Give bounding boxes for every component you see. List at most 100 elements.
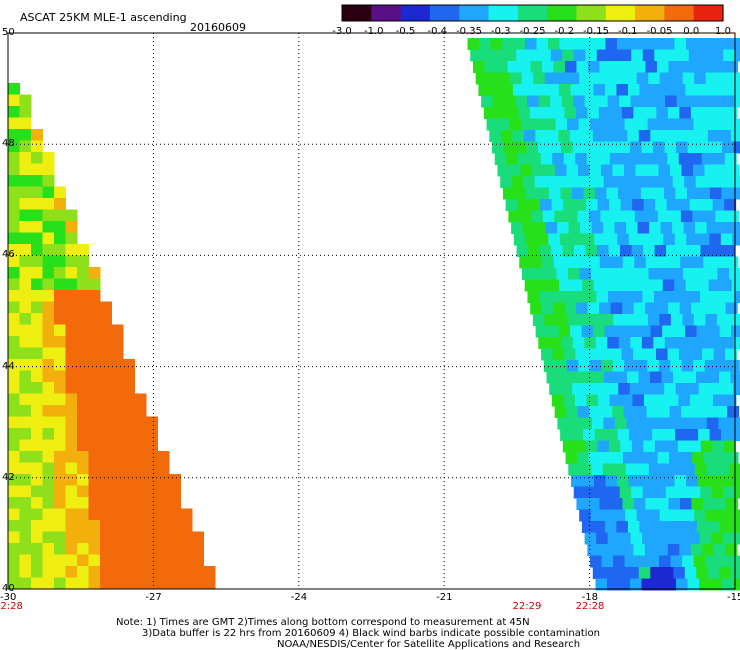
swath-cell bbox=[111, 324, 124, 337]
swath-cell bbox=[728, 555, 740, 568]
swath-cell bbox=[676, 578, 689, 591]
swath-cell bbox=[709, 429, 722, 441]
swath-cell bbox=[134, 566, 147, 578]
swath-cell bbox=[169, 485, 181, 498]
note-line-2: 3)Data buffer is 22 hrs from 20160609 4)… bbox=[142, 628, 600, 639]
swath-cell bbox=[529, 153, 542, 165]
swath-cell bbox=[630, 291, 643, 303]
swath-cell bbox=[42, 543, 55, 555]
swath-cell bbox=[705, 509, 718, 522]
swath-cell bbox=[146, 474, 158, 486]
swath-cell bbox=[602, 463, 615, 476]
swath-cell bbox=[607, 291, 620, 303]
swath-cell bbox=[8, 221, 20, 233]
swath-cell bbox=[670, 314, 683, 326]
swath-cell bbox=[657, 452, 670, 464]
swath-cell bbox=[570, 84, 583, 96]
swath-cell bbox=[77, 416, 89, 429]
swath-cell bbox=[203, 577, 216, 590]
swath-cell bbox=[604, 325, 617, 338]
swath-cell bbox=[643, 199, 656, 211]
swath-cell bbox=[679, 348, 692, 361]
swath-cell bbox=[630, 578, 643, 591]
swath-cell bbox=[42, 462, 55, 475]
swath-cell bbox=[146, 531, 158, 544]
swath-cell bbox=[8, 232, 20, 245]
swath-cell bbox=[606, 429, 619, 441]
swath-cell bbox=[8, 370, 20, 383]
swath-cell bbox=[541, 302, 554, 315]
swath-cell bbox=[549, 383, 562, 395]
swath-cell bbox=[561, 291, 574, 303]
swath-cell bbox=[721, 429, 734, 441]
swath-cell bbox=[702, 348, 715, 361]
swath-cell bbox=[705, 118, 718, 131]
swath-cell bbox=[710, 578, 723, 591]
swath-cell bbox=[579, 268, 592, 280]
swath-cell bbox=[490, 38, 503, 50]
swath-cell bbox=[676, 337, 689, 349]
swath-cell bbox=[661, 371, 674, 384]
swath-cell bbox=[581, 130, 594, 142]
swath-cell bbox=[19, 462, 32, 475]
swath-cell bbox=[504, 49, 517, 62]
swath-cell bbox=[31, 497, 43, 509]
swath-cell bbox=[733, 578, 740, 591]
swath-cell bbox=[19, 566, 32, 578]
swath-cell bbox=[42, 175, 55, 187]
swath-cell bbox=[679, 107, 692, 119]
lon-tick-label: -27 bbox=[145, 592, 162, 603]
swath-cell bbox=[732, 38, 740, 50]
lon-tick-label: -15 bbox=[727, 592, 740, 603]
swath-cell bbox=[77, 359, 89, 371]
swath-cell bbox=[551, 394, 564, 407]
swath-cell bbox=[8, 531, 20, 544]
swath-cell bbox=[618, 578, 631, 591]
swath-cell bbox=[592, 567, 605, 579]
swath-cell bbox=[724, 153, 737, 165]
swath-cell bbox=[65, 531, 78, 544]
colorbar-tick-label: -0.2 bbox=[554, 26, 574, 37]
swath-cell bbox=[123, 451, 135, 463]
swath-cell bbox=[630, 141, 643, 154]
swath-cell bbox=[708, 279, 721, 292]
swath-cell bbox=[633, 61, 646, 73]
swath-cell bbox=[654, 440, 667, 453]
swath-cell bbox=[77, 382, 89, 394]
swath-cell bbox=[700, 245, 713, 257]
swath-cell bbox=[42, 428, 55, 440]
swath-cell bbox=[626, 417, 639, 430]
swath-cell bbox=[712, 440, 725, 453]
swath-cell bbox=[684, 130, 697, 142]
swath-cell bbox=[519, 256, 532, 269]
swath-cell bbox=[529, 107, 542, 119]
swath-cell bbox=[134, 577, 147, 590]
swath-cell bbox=[88, 267, 101, 279]
swath-cell bbox=[588, 210, 601, 223]
swath-cell bbox=[65, 393, 78, 406]
swath-cell bbox=[580, 417, 593, 430]
swath-cell bbox=[675, 383, 688, 395]
swath-cell bbox=[42, 451, 55, 463]
swath-cell bbox=[508, 210, 521, 223]
swath-cell bbox=[710, 383, 723, 395]
swath-cell bbox=[695, 417, 708, 430]
swath-cell bbox=[631, 49, 644, 62]
pass-time-label: 22:28 bbox=[0, 601, 23, 612]
swath-cell bbox=[625, 268, 638, 280]
swath-cell bbox=[718, 176, 731, 188]
swath-cell bbox=[8, 439, 20, 452]
swath-cell bbox=[111, 543, 124, 555]
swath-cell bbox=[31, 462, 43, 475]
swath-cell bbox=[100, 324, 112, 337]
swath-cell bbox=[494, 153, 507, 165]
swath-cell bbox=[65, 382, 78, 394]
swath-cell bbox=[111, 416, 124, 429]
swath-cell bbox=[111, 520, 124, 532]
swath-cell bbox=[662, 521, 675, 533]
swath-cell bbox=[633, 544, 646, 556]
swath-cell bbox=[502, 187, 515, 200]
swath-cell bbox=[680, 210, 693, 223]
swath-cell bbox=[695, 222, 708, 234]
swath-cell bbox=[709, 187, 722, 200]
